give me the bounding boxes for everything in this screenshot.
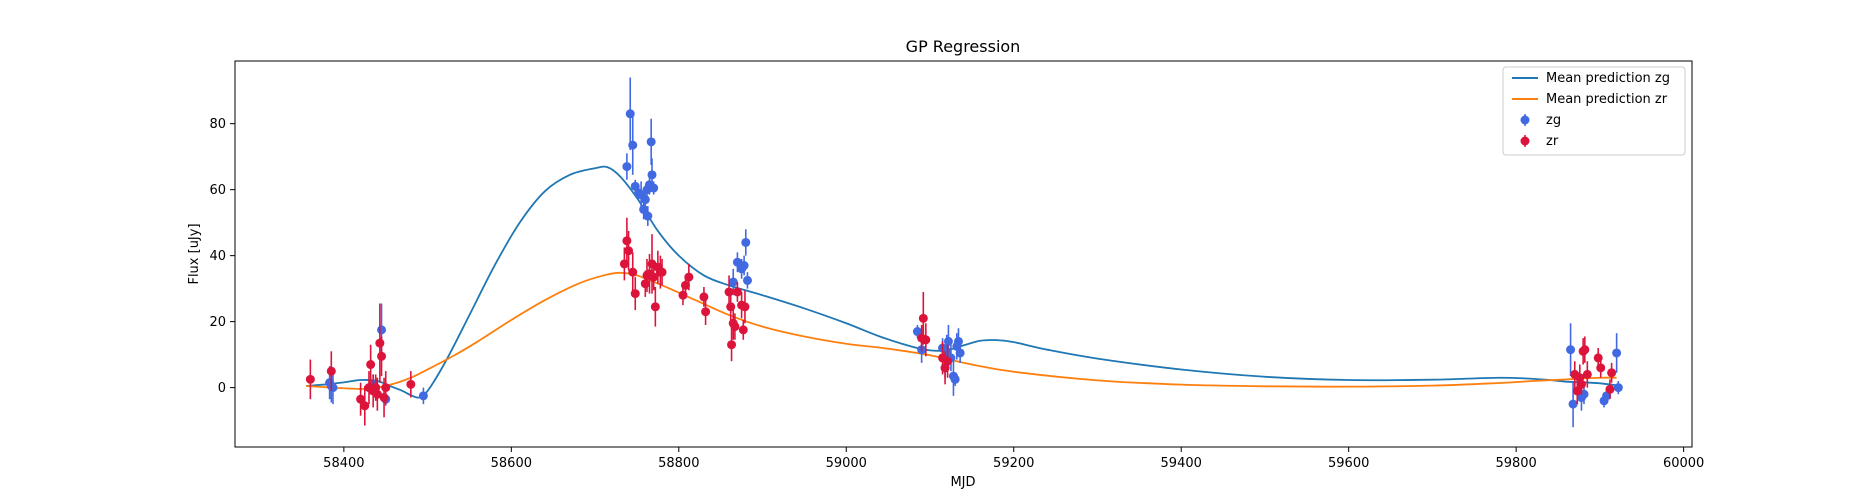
legend-label-zg-points: zg <box>1546 113 1561 128</box>
data-point <box>657 267 667 277</box>
data-point <box>375 338 385 348</box>
data-point <box>643 211 653 221</box>
data-point <box>649 272 659 282</box>
data-point <box>630 289 640 299</box>
data-point <box>305 374 315 384</box>
x-tick-label: 58600 <box>491 456 532 471</box>
data-point <box>741 237 751 247</box>
data-point <box>1580 345 1590 355</box>
x-tick-label: 60000 <box>1663 456 1704 471</box>
chart-title: GP Regression <box>906 37 1021 56</box>
data-point <box>953 336 963 346</box>
legend-swatch-zg-points <box>1520 114 1530 126</box>
data-point <box>1566 345 1576 355</box>
data-point <box>326 366 336 376</box>
y-axis: 0 20 40 60 80 <box>209 117 235 396</box>
series-zg <box>325 77 1623 428</box>
axes-frame <box>234 60 1693 448</box>
data-point <box>680 280 690 290</box>
data-point <box>742 275 752 285</box>
data-point <box>640 279 650 289</box>
x-tick-label: 59800 <box>1495 456 1536 471</box>
y-tick-label: 60 <box>209 183 226 198</box>
data-point <box>377 325 387 335</box>
mean-prediction-line-zr <box>306 271 1617 390</box>
data-point <box>918 313 928 323</box>
data-point <box>360 401 370 411</box>
data-point <box>943 336 953 346</box>
data-point <box>732 257 742 267</box>
data-point <box>406 379 416 389</box>
data-point <box>732 287 742 297</box>
legend-swatch-zr-points <box>1520 135 1530 147</box>
y-axis-label: Flux [uJy] <box>187 223 202 284</box>
data-point <box>650 302 660 312</box>
data-point <box>649 183 659 193</box>
x-axis-label: MJD <box>950 475 975 490</box>
data-point <box>684 272 694 282</box>
data-point <box>628 140 638 150</box>
data-point <box>912 327 922 337</box>
legend-box <box>1502 66 1686 156</box>
data-point <box>1596 363 1606 373</box>
data-point <box>1605 384 1615 394</box>
data-point <box>1576 379 1586 389</box>
y-tick-label: 80 <box>209 117 226 132</box>
legend-label-zr-line: Mean prediction zr <box>1546 92 1668 107</box>
data-point <box>372 389 382 399</box>
data-point <box>1612 348 1622 358</box>
data-point <box>366 360 376 370</box>
data-point <box>377 351 387 361</box>
data-point <box>728 277 738 287</box>
data-point <box>640 195 650 205</box>
data-point <box>628 267 638 277</box>
data-point <box>740 302 750 312</box>
x-tick-label: 58800 <box>658 456 699 471</box>
x-tick-label: 59200 <box>993 456 1034 471</box>
data-point <box>699 292 709 302</box>
x-tick-label: 59600 <box>1328 456 1369 471</box>
data-point <box>727 340 737 350</box>
x-tick-label: 58400 <box>323 456 364 471</box>
data-point <box>1582 369 1592 379</box>
data-point <box>1613 383 1623 393</box>
data-point <box>647 170 657 180</box>
legend-label-zr-points: zr <box>1546 134 1559 149</box>
x-tick-label: 59400 <box>1161 456 1202 471</box>
y-tick-label: 0 <box>218 381 226 396</box>
data-point <box>943 356 953 366</box>
data-point <box>381 383 391 393</box>
data-point <box>418 391 428 401</box>
y-tick-label: 20 <box>209 315 226 330</box>
data-point <box>724 287 734 297</box>
data-point <box>379 393 389 403</box>
data-point <box>646 137 656 147</box>
data-point <box>739 261 749 271</box>
plot-area <box>305 77 1623 428</box>
data-point <box>1607 368 1617 378</box>
x-tick-label: 59000 <box>826 456 867 471</box>
data-point <box>701 307 711 317</box>
data-point <box>955 348 965 358</box>
data-point <box>622 236 632 246</box>
x-axis: 58400 58600 58800 59000 59200 59400 59600 59800… <box>323 447 1704 471</box>
data-point <box>950 374 960 384</box>
data-point <box>730 322 740 332</box>
data-point <box>738 325 748 335</box>
series-zr <box>305 217 1617 426</box>
data-point <box>624 246 634 256</box>
data-point <box>622 162 632 172</box>
data-point <box>356 394 366 404</box>
legend-label-zg-line: Mean prediction zg <box>1546 71 1670 86</box>
data-point <box>921 335 931 345</box>
legend: Mean prediction zg Mean prediction zr zg… <box>1502 66 1686 156</box>
y-tick-label: 40 <box>209 249 226 264</box>
data-point <box>1568 399 1578 409</box>
data-point <box>328 383 338 393</box>
